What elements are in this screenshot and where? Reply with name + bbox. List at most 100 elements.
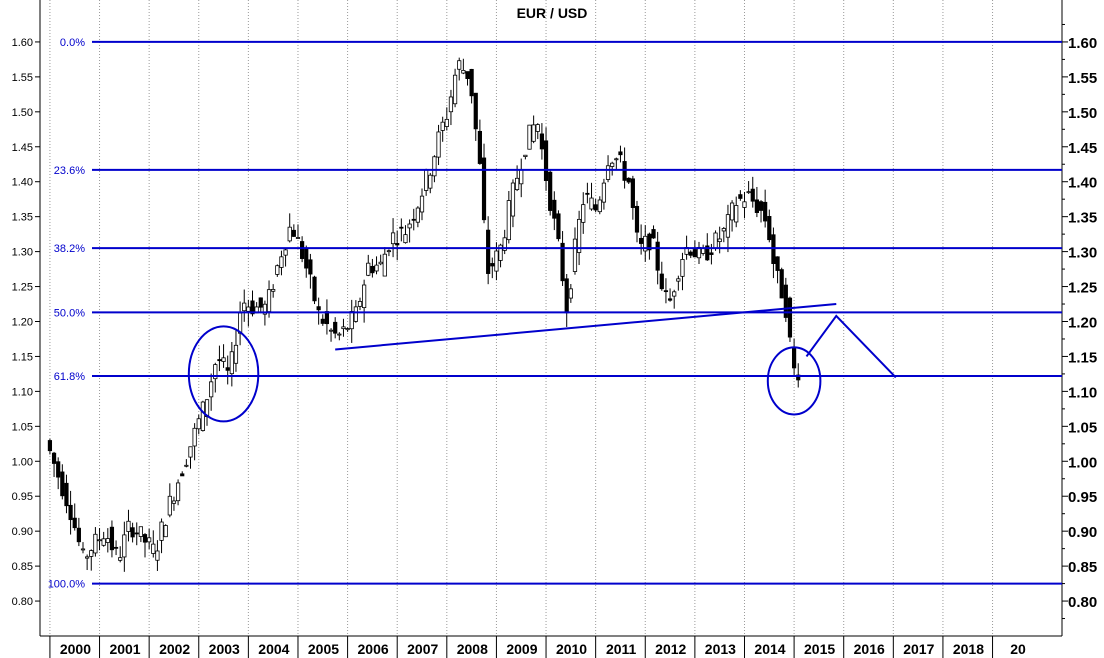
candle-body bbox=[589, 197, 594, 210]
candle-body bbox=[626, 177, 631, 183]
y-tick-label-left: 1.35 bbox=[12, 212, 33, 224]
candle-body bbox=[316, 306, 321, 311]
y-tick-label-left: 0.80 bbox=[12, 596, 33, 608]
candle-body bbox=[213, 364, 218, 380]
y-tick-label-right: 1.50 bbox=[1068, 105, 1097, 122]
candle-body bbox=[734, 205, 739, 223]
candle-body bbox=[787, 297, 793, 338]
candle-body bbox=[109, 526, 115, 551]
candle-body bbox=[287, 226, 292, 242]
candle-body bbox=[601, 182, 607, 203]
x-tick-label: 2017 bbox=[903, 641, 934, 657]
y-tick-label-left: 1.05 bbox=[12, 421, 33, 433]
y-tick-label-right: 1.60 bbox=[1068, 35, 1097, 52]
y-tick-label-left: 1.20 bbox=[12, 316, 33, 328]
candle-body bbox=[155, 550, 160, 561]
candle-body bbox=[564, 278, 569, 314]
candle-body bbox=[605, 165, 611, 180]
candle-body bbox=[142, 534, 148, 543]
candle-body bbox=[481, 157, 487, 221]
candle-body bbox=[568, 288, 573, 299]
x-tick-label: 2012 bbox=[655, 641, 686, 657]
candle-body bbox=[713, 232, 718, 249]
annotations bbox=[187, 303, 897, 423]
candle-body bbox=[577, 218, 582, 253]
candle-body bbox=[184, 464, 189, 467]
candle-body bbox=[403, 234, 408, 244]
candle-body bbox=[333, 321, 338, 334]
candle-body bbox=[64, 482, 69, 507]
candle-body bbox=[217, 359, 222, 362]
candle-body bbox=[667, 298, 673, 301]
candle-body bbox=[688, 251, 693, 256]
candle-body bbox=[188, 446, 193, 458]
candle-body bbox=[419, 195, 425, 213]
x-tick-label: 2001 bbox=[109, 641, 140, 657]
candle-body bbox=[72, 517, 77, 529]
candle-body bbox=[692, 249, 697, 258]
candle-body bbox=[345, 328, 350, 331]
candle-body bbox=[486, 229, 491, 274]
candle-body bbox=[647, 233, 652, 251]
candle-body bbox=[229, 351, 234, 375]
x-tick-label: 2016 bbox=[854, 641, 885, 657]
candle-body bbox=[581, 204, 586, 223]
y-tick-label-right: 1.40 bbox=[1068, 175, 1097, 192]
y-tick-label-left: 1.40 bbox=[12, 177, 33, 189]
x-tick-label: 2009 bbox=[506, 641, 537, 657]
candle-body bbox=[233, 344, 239, 364]
y-tick-label-right: 1.05 bbox=[1068, 419, 1097, 436]
candle-body bbox=[275, 265, 280, 275]
candle-body bbox=[101, 538, 106, 546]
candle-body bbox=[663, 290, 669, 293]
x-axis: 2000 2001 2002 2003 2004 2005 2006 2007 2008 2009… bbox=[49, 636, 1026, 658]
candle-body bbox=[651, 229, 656, 239]
candle-body bbox=[572, 238, 578, 272]
candle-body bbox=[180, 473, 185, 477]
candle-body bbox=[639, 237, 644, 244]
x-tick-label: 2004 bbox=[258, 641, 289, 657]
candle-body bbox=[200, 401, 205, 431]
y-tick-label-right: 1.45 bbox=[1068, 140, 1097, 157]
candle-body bbox=[440, 121, 445, 131]
candle-body bbox=[118, 557, 123, 561]
highlight-circle bbox=[187, 325, 260, 423]
y-tick-label-right: 1.15 bbox=[1068, 349, 1097, 366]
fib-level-label: 0.0% bbox=[60, 37, 85, 49]
candle-body bbox=[291, 229, 296, 237]
y-tick-label-right: 1.20 bbox=[1068, 314, 1097, 331]
y-tick-label-left: 1.30 bbox=[12, 247, 33, 259]
candle-body bbox=[452, 74, 458, 105]
candle-body bbox=[519, 169, 524, 185]
candle-body bbox=[85, 556, 90, 559]
candle-body bbox=[585, 192, 590, 195]
candle-body bbox=[746, 191, 751, 194]
y-tick-label-right: 1.55 bbox=[1068, 70, 1097, 87]
candle-body bbox=[754, 199, 759, 213]
candle-body bbox=[523, 154, 528, 157]
candle-body bbox=[672, 291, 677, 297]
y-tick-label-right: 1.35 bbox=[1068, 210, 1097, 227]
fib-level-label: 38.2% bbox=[54, 243, 85, 255]
candle-body bbox=[308, 259, 313, 275]
fib-level-label: 50.0% bbox=[54, 307, 85, 319]
x-tick-label: 2013 bbox=[705, 641, 736, 657]
candle-body bbox=[60, 471, 65, 497]
candle-body bbox=[378, 261, 383, 265]
candle-body bbox=[527, 124, 532, 150]
candle-body bbox=[539, 133, 545, 150]
candle-body bbox=[510, 182, 516, 217]
candle-body bbox=[175, 482, 181, 502]
candle-body bbox=[382, 253, 387, 277]
candle-body bbox=[461, 70, 466, 74]
projection-path bbox=[805, 314, 897, 379]
candle-body bbox=[556, 213, 561, 240]
candle-body bbox=[151, 543, 156, 554]
y-tick-label-left: 0.85 bbox=[12, 561, 33, 573]
candle-body bbox=[750, 188, 755, 202]
candle-body bbox=[246, 306, 251, 312]
candle-body bbox=[411, 218, 416, 221]
candle-body bbox=[543, 140, 549, 181]
fib-level-label: 23.6% bbox=[54, 165, 85, 177]
candle-body bbox=[113, 546, 119, 549]
